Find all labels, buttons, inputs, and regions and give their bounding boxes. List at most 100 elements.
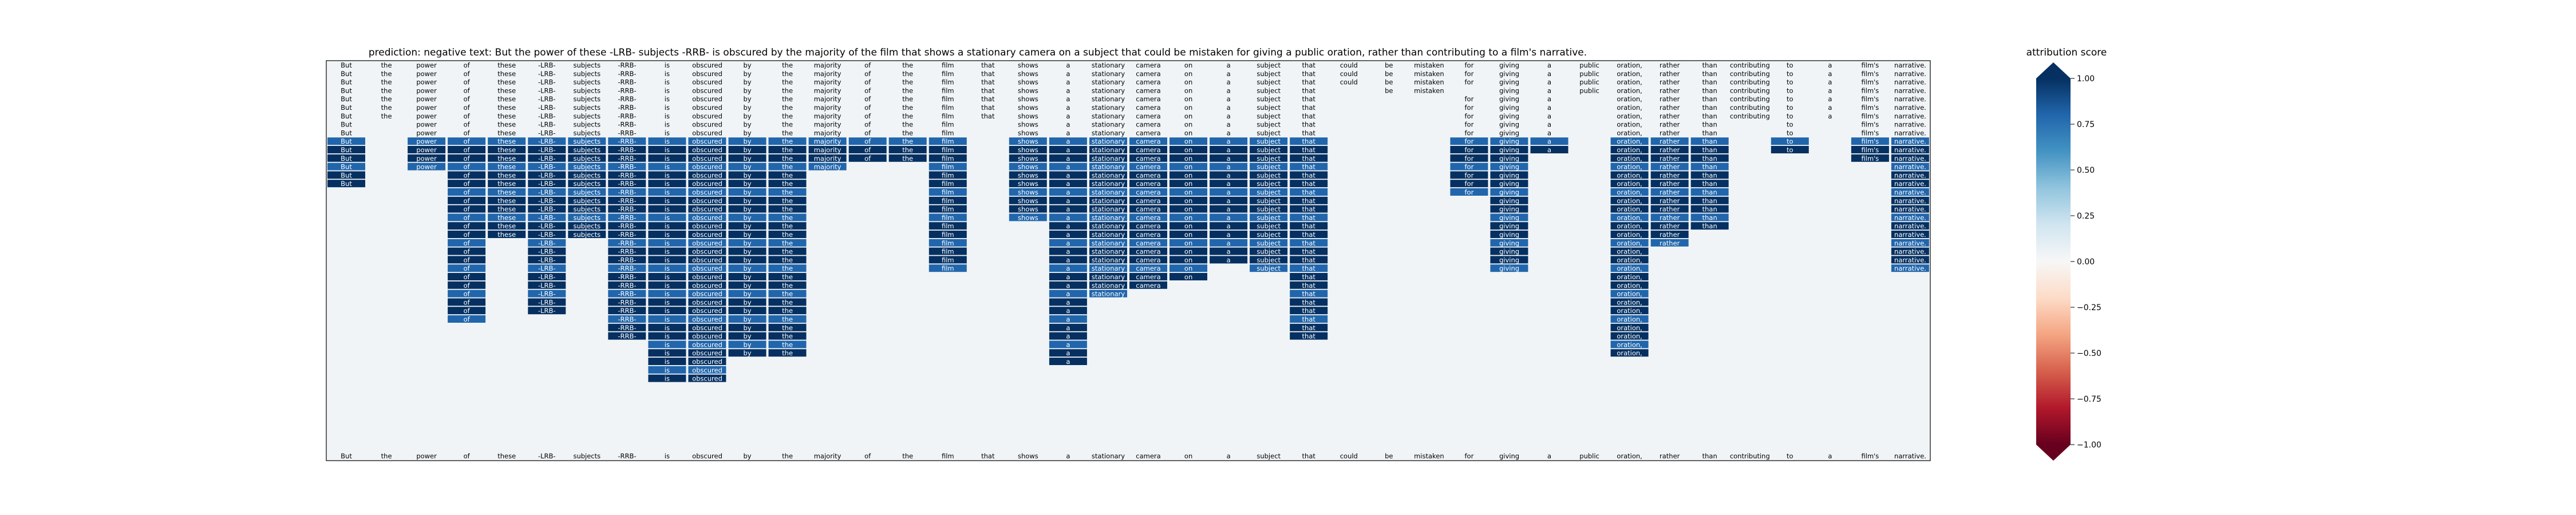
heatmap-cell [1170,137,1207,145]
heatmap-cell [528,146,566,153]
token-label: by [743,146,751,154]
token-label: -RRB- [618,222,636,230]
heatmap-cell [1490,146,1528,153]
heatmap-cell [1049,332,1087,340]
token-label: film's [1862,146,1879,154]
heatmap-cell [688,332,726,340]
token-label: is [665,112,670,120]
heatmap-cell [1610,315,1649,323]
token-label: camera [1136,78,1160,86]
token-label: of [464,256,471,264]
token-label: the [782,171,793,179]
token-label: than [1702,197,1717,205]
token-label: by [743,231,751,239]
heatmap-cell [1290,222,1328,230]
token-label: that [1302,104,1316,112]
heatmap-cell [1210,222,1248,230]
token-label: film [942,137,954,145]
token-label: to [1787,146,1793,154]
token-label: that [981,452,995,460]
token-label: that [981,104,995,112]
token-label: narrative. [1894,231,1926,239]
token-label: these [497,180,516,188]
token-label: that [1302,171,1316,179]
token-label: film [942,171,954,179]
token-label: narrative. [1894,163,1926,171]
heatmap-cell [1129,188,1167,196]
token-label: camera [1136,137,1160,145]
heatmap-cell [1250,154,1288,162]
token-label: that [1302,70,1316,78]
token-label: shows [1018,78,1038,86]
token-label: -RRB- [618,78,636,86]
token-label: rather [1660,78,1680,86]
token-label: film's [1862,137,1879,145]
token-label: these [497,104,516,112]
token-label: than [1702,95,1717,103]
token-label: by [743,112,751,120]
token-label: on [1184,121,1192,129]
token-labels: But the power of these -LRB-subjects -RRB-is ob… [341,61,1926,460]
token-label: the [782,273,793,281]
heatmap-cell [1490,213,1528,221]
token-label: on [1184,452,1192,460]
heatmap-cell [728,231,767,238]
token-label: obscured [692,213,722,221]
token-label: on [1184,146,1192,154]
token-label: a [1066,112,1070,120]
token-label: camera [1136,112,1160,120]
token-label: giving [1499,112,1519,120]
token-label: subject [1257,188,1281,196]
heatmap-cell [1891,256,1929,264]
token-label: on [1184,180,1192,188]
heatmap-cell [1490,180,1528,188]
heatmap-cell [848,146,887,153]
heatmap-cell [648,374,686,382]
token-label: of [464,197,471,205]
token-label: to [1787,95,1793,103]
heatmap-cell [1210,213,1248,221]
token-label: could [1340,70,1358,78]
token-label: shows [1018,129,1038,137]
heatmap-cell [448,273,486,280]
token-label: majority [814,146,841,154]
token-label: power [416,121,437,129]
heatmap-cell [648,222,686,230]
token-label: these [497,121,516,129]
token-label: film's [1862,70,1879,78]
token-label: on [1184,222,1192,230]
token-label: than [1702,86,1717,94]
token-label: stationary [1092,163,1125,171]
token-label: to [1787,121,1793,129]
heatmap-cell [768,146,807,153]
token-label: for [1464,121,1473,129]
heatmap-cell [1210,231,1248,238]
heatmap-cell [528,154,566,162]
heatmap-cell [888,146,927,153]
heatmap-cell [1049,264,1087,272]
token-label: that [1302,248,1316,256]
token-label: by [743,188,751,196]
token-label: that [1302,452,1316,460]
heatmap-cell [568,222,606,230]
token-label: film [942,104,954,112]
token-label: these [497,129,516,137]
heatmap-cell [688,256,726,264]
token-label: narrative. [1894,213,1926,221]
token-label: -LRB- [538,239,556,247]
token-label: power [416,70,437,78]
heatmap-cell [1009,163,1047,171]
token-label: that [1302,163,1316,171]
token-label: film's [1862,129,1879,137]
token-label: by [743,154,751,163]
token-label: a [1227,112,1231,120]
heatmap-cell [1891,196,1929,204]
token-label: that [1302,307,1316,315]
token-label: obscured [692,231,722,239]
token-label: a [1227,121,1231,129]
token-label: mistaken [1414,86,1444,94]
heatmap-cell [1250,163,1288,171]
token-label: of [864,78,871,86]
heatmap-cell [1650,205,1689,213]
token-label: rather [1660,154,1680,163]
